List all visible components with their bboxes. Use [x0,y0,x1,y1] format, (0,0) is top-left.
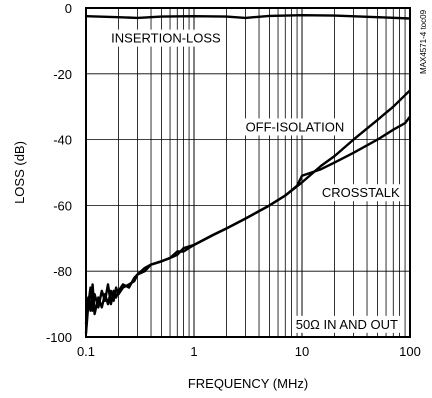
figure-code-label: MAX4571-4 toc09 [419,9,428,74]
series-lines [84,14,411,334]
annotations: INSERTION-LOSS OFF-ISOLATION CROSSTALK 50Ω … [109,29,402,333]
series-insertion-loss-line [85,14,411,20]
y-tick-label: -60 [53,198,72,213]
y-tick-label: -20 [53,67,72,82]
annotation-label: CROSSTALK [319,184,402,202]
grid [86,8,410,337]
series-crosstalk-line [84,115,411,324]
annotation-text: 50Ω IN AND OUT [296,317,398,332]
annotation-background [293,315,400,333]
annotation-label: INSERTION-LOSS [109,29,224,47]
annotation-text: CROSSTALK [322,185,400,200]
y-axis-title: LOSS (dB) [12,141,27,204]
annotation-text: OFF-ISOLATION [246,119,345,134]
x-tick-label: 100 [399,344,421,359]
plot-frame [85,7,411,338]
annotation-background [243,118,347,136]
x-tick-label: 0.1 [77,344,95,359]
annotation-background [109,29,224,47]
y-tick-label: 0 [65,1,72,16]
y-tick-label: -80 [53,264,72,279]
annotation-text: INSERTION-LOSS [111,31,221,46]
annotation-label: OFF-ISOLATION [243,118,347,136]
tick-labels: 0.1 1 10 100 0 -20 -40 -60 -80 -100 [46,1,421,359]
annotation-background [319,184,402,202]
x-tick-label: 1 [190,344,197,359]
y-tick-label: -40 [53,133,72,148]
x-tick-label: 10 [295,344,309,359]
annotation-label: 50Ω IN AND OUT [293,315,400,333]
x-axis-title: FREQUENCY (MHz) [188,376,308,391]
y-tick-label: -100 [46,330,72,345]
